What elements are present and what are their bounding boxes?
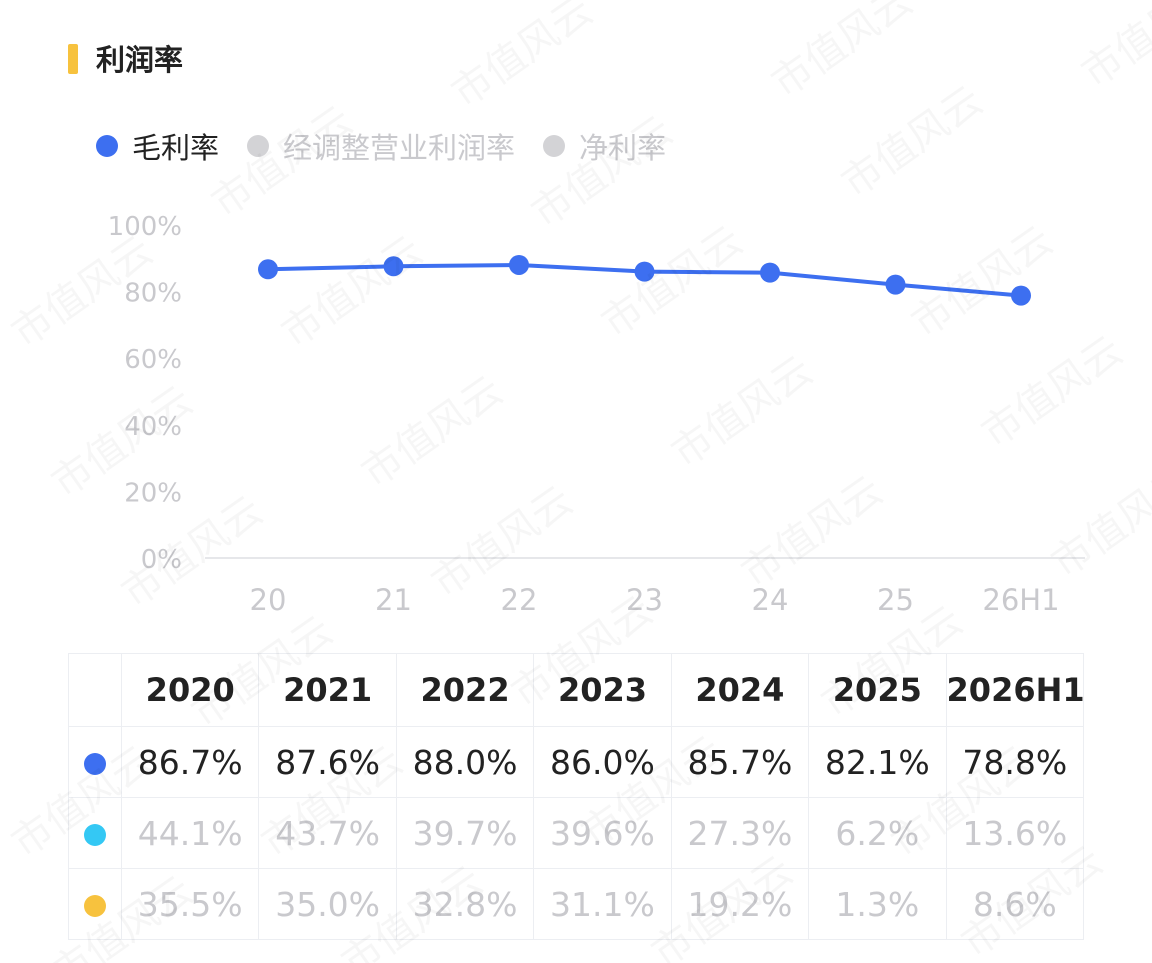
row-dot-icon — [84, 895, 106, 917]
table-row-gross-margin: 86.7% 87.6% 88.0% 86.0% 85.7% 82.1% 78.8… — [68, 726, 1085, 798]
page-title: 利润率 — [96, 43, 184, 77]
table-cell: 6.2% — [808, 797, 947, 869]
legend-dot-icon — [96, 135, 118, 157]
table-header-cell: 2020 — [120, 653, 260, 727]
chart-legend: 毛利率 经调整营业利润率 净利率 — [96, 124, 694, 168]
table-cell: 35.5% — [120, 868, 260, 940]
x-tick-label: 26H1 — [982, 583, 1059, 617]
y-tick-label: 20% — [124, 478, 182, 508]
row-dot-icon — [84, 824, 106, 846]
table-cell: 19.2% — [670, 868, 810, 940]
table-cell: 82.1% — [808, 726, 947, 798]
table-cell: 88.0% — [395, 726, 535, 798]
table-cell: 39.7% — [395, 797, 535, 869]
table-header-cell: 2025 — [808, 653, 947, 727]
table-header-row: 2020 2021 2022 2023 2024 2025 2026H1 — [68, 653, 1085, 727]
data-point — [1011, 285, 1031, 306]
table-header-cell: 2021 — [258, 653, 397, 727]
table-cell: 86.0% — [533, 726, 672, 798]
x-tick-label: 23 — [626, 583, 663, 617]
table-cell: 1.3% — [808, 868, 947, 940]
legend-dot-icon — [543, 135, 566, 157]
y-tick-label: 100% — [108, 212, 182, 242]
row-marker-cell — [68, 868, 122, 940]
legend-label: 经调整营业利润率 — [283, 131, 516, 165]
x-tick-label: 25 — [877, 583, 914, 617]
table-cell: 44.1% — [120, 797, 260, 869]
row-dot-icon — [84, 753, 106, 775]
table-header-cell: 2026H1 — [945, 653, 1085, 727]
table-cell: 32.8% — [395, 868, 535, 940]
table-cell: 39.6% — [533, 797, 672, 869]
table-cell: 27.3% — [670, 797, 810, 869]
data-point — [885, 274, 906, 295]
table-header-cell: 2022 — [395, 653, 535, 727]
row-marker-cell — [68, 726, 122, 798]
table-cell: 85.7% — [670, 726, 810, 798]
table-header-cell: 2023 — [533, 653, 672, 727]
data-point — [634, 261, 655, 282]
x-tick-label: 21 — [375, 583, 412, 617]
table-row-adjusted-operating-margin: 44.1% 43.7% 39.7% 39.6% 27.3% 6.2% 13.6% — [68, 797, 1085, 869]
table-cell: 35.0% — [258, 868, 397, 940]
x-tick-label: 20 — [250, 583, 287, 617]
data-point — [258, 259, 278, 280]
data-point — [509, 254, 529, 275]
legend-item-adjusted-operating-margin[interactable]: 经调整营业利润率 — [247, 125, 515, 167]
y-tick-label: 80% — [124, 279, 182, 309]
table-corner-cell — [68, 653, 122, 727]
table-cell: 78.8% — [945, 726, 1085, 798]
legend-label: 毛利率 — [132, 131, 220, 165]
table-cell: 87.6% — [258, 726, 397, 798]
table-cell: 13.6% — [945, 797, 1085, 869]
table-row-net-margin: 35.5% 35.0% 32.8% 31.1% 19.2% 1.3% 8.6% — [68, 868, 1085, 940]
y-tick-label: 0% — [141, 545, 182, 575]
row-marker-cell — [68, 797, 122, 869]
table-cell: 8.6% — [945, 868, 1085, 940]
data-point — [383, 256, 404, 277]
legend-label: 净利率 — [579, 131, 667, 165]
x-tick-label: 22 — [501, 583, 538, 617]
table-header-cell: 2024 — [670, 653, 810, 727]
legend-item-gross-margin[interactable]: 毛利率 — [96, 125, 219, 167]
x-tick-label: 24 — [752, 583, 789, 617]
y-tick-label: 60% — [124, 345, 182, 375]
table-cell: 86.7% — [120, 726, 260, 798]
line-chart: 100% 80% 60% 40% 20% 0% 20 21 22 23 24 25 26H1 — [108, 212, 1085, 617]
y-tick-label: 40% — [124, 412, 182, 442]
data-point — [760, 262, 780, 283]
title-accent-bar — [68, 44, 78, 74]
data-table: 2020 2021 2022 2023 2024 2025 2026H1 86.… — [68, 653, 1085, 940]
table-cell: 43.7% — [258, 797, 397, 869]
legend-item-net-margin[interactable]: 净利率 — [543, 125, 666, 167]
table-cell: 31.1% — [533, 868, 672, 940]
legend-dot-icon — [247, 135, 270, 157]
